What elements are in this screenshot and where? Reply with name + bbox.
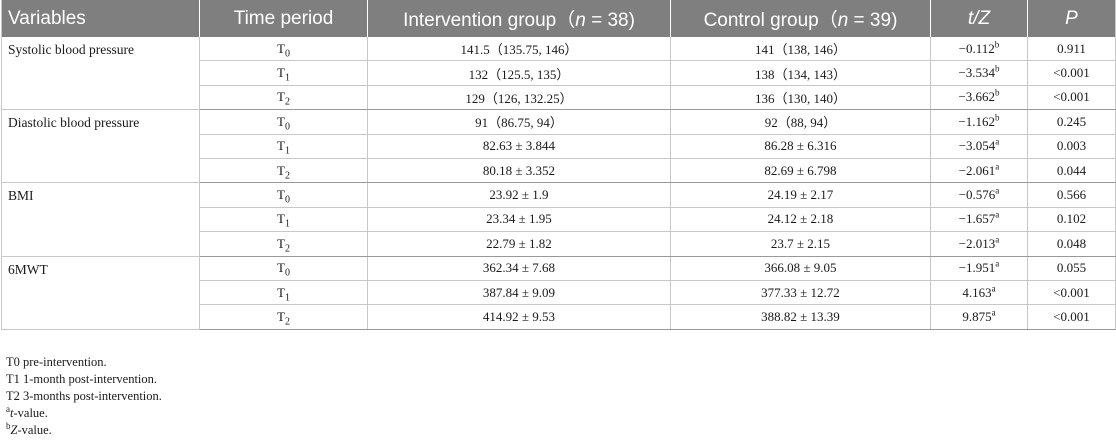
- header-p: P: [1027, 0, 1116, 37]
- table-row: 6MWT T0 362.34 ± 7.68 366.08 ± 9.05 −1.951a 0…: [1, 256, 1116, 330]
- table-row: Systolic blood pressure T0 141.5（135.75, 1…: [1, 37, 1116, 111]
- table-row: Diastolic blood pressure T0 91（86.75, 94） 9…: [1, 109, 1116, 184]
- time-period-cell: T1: [199, 280, 368, 306]
- footnote-t2: T2 3-months post-intervention.: [6, 389, 162, 403]
- intervention-cell: 80.18 ± 3.352: [367, 158, 671, 184]
- control-cell: 136（130, 140）: [670, 85, 931, 111]
- footnote-a: at-value.: [6, 403, 48, 420]
- tz-cell: −3.054a: [930, 134, 1028, 159]
- variable-name: Systolic blood pressure: [1, 37, 200, 111]
- control-cell: 86.28 ± 6.316: [670, 134, 931, 159]
- table-header: Variables Time period Intervention group…: [1, 0, 1116, 37]
- tz-cell: −1.657a: [930, 207, 1028, 233]
- time-period-cell: T1: [199, 207, 368, 233]
- intervention-cell: 91（86.75, 94）: [367, 109, 671, 135]
- control-cell: 138（134, 143）: [670, 60, 931, 86]
- p-cell: <0.001: [1027, 280, 1116, 306]
- table-row: BMI T0 23.92 ± 1.9 24.19 ± 2.17 −0.576a 0.566: [1, 182, 1116, 257]
- intervention-cell: 387.84 ± 9.09: [367, 280, 671, 306]
- control-cell: 82.69 ± 6.798: [670, 158, 931, 184]
- time-period-cell: T2: [199, 158, 368, 184]
- intervention-cell: 362.34 ± 7.68: [367, 256, 671, 281]
- p-cell: 0.911: [1027, 37, 1116, 62]
- table-row: T1 387.84 ± 9.09 377.33 ± 12.72 4.163a <0.00…: [2, 280, 1116, 306]
- p-cell: 0.245: [1027, 109, 1116, 135]
- intervention-cell: 23.92 ± 1.9: [367, 182, 671, 208]
- tz-cell: −1.162b: [930, 109, 1028, 135]
- tz-cell: −2.013a: [930, 231, 1028, 257]
- time-period-cell: T2: [199, 304, 368, 330]
- intervention-cell: 22.79 ± 1.82: [367, 231, 671, 257]
- intervention-cell: 82.63 ± 3.844: [367, 134, 671, 159]
- p-cell: <0.001: [1027, 85, 1116, 111]
- table-row: T1 23.34 ± 1.95 24.12 ± 2.18 −1.657a 0.102: [2, 207, 1116, 233]
- p-cell: 0.044: [1027, 158, 1116, 184]
- time-period-cell: T0: [199, 37, 368, 62]
- p-cell: 0.003: [1027, 134, 1116, 159]
- tz-cell: 9.875a: [930, 304, 1028, 330]
- header-time-period: Time period: [199, 0, 368, 37]
- footnote-t0: T0 pre-intervention.: [6, 355, 107, 369]
- time-period-cell: T0: [199, 109, 368, 135]
- table-row: T1 132（125.5, 135） 138（134, 143） −3.534b <0.…: [2, 60, 1116, 86]
- variable-name: 6MWT: [1, 256, 200, 330]
- p-cell: 0.102: [1027, 207, 1116, 233]
- time-period-cell: T2: [199, 231, 368, 257]
- table-row: T2 80.18 ± 3.352 82.69 ± 6.798 −2.061a 0.044: [2, 158, 1116, 184]
- header-intervention-group: Intervention group（n = 38): [367, 0, 671, 37]
- intervention-cell: 414.92 ± 9.53: [367, 304, 671, 330]
- control-cell: 377.33 ± 12.72: [670, 280, 931, 306]
- p-cell: <0.001: [1027, 60, 1116, 86]
- footnote-b: bZ-value.: [6, 420, 52, 437]
- variable-name: Diastolic blood pressure: [1, 109, 200, 184]
- tz-cell: −1.951a: [930, 256, 1028, 281]
- time-period-cell: T1: [199, 134, 368, 159]
- header-variables: Variables: [1, 0, 200, 37]
- time-period-cell: T0: [199, 256, 368, 281]
- control-cell: 23.7 ± 2.15: [670, 231, 931, 257]
- tz-cell: −2.061a: [930, 158, 1028, 184]
- time-period-cell: T2: [199, 85, 368, 111]
- table-footnotes: T0 pre-intervention. T1 1-month post-int…: [6, 354, 162, 439]
- tz-cell: −3.534b: [930, 60, 1028, 86]
- header-t-z: t/Z: [930, 0, 1028, 37]
- control-cell: 388.82 ± 13.39: [670, 304, 931, 330]
- table-row: T1 82.63 ± 3.844 86.28 ± 6.316 −3.054a 0.003: [2, 134, 1116, 159]
- intervention-cell: 141.5（135.75, 146）: [367, 37, 671, 62]
- p-cell: 0.566: [1027, 182, 1116, 208]
- control-cell: 24.12 ± 2.18: [670, 207, 931, 233]
- p-cell: 0.055: [1027, 256, 1116, 281]
- tz-cell: −0.112b: [930, 37, 1028, 62]
- table-body: Systolic blood pressure T0 141.5（135.75, 1…: [1, 37, 1116, 330]
- control-cell: 141（138, 146）: [670, 37, 931, 62]
- p-cell: <0.001: [1027, 304, 1116, 330]
- footnote-t1: T1 1-month post-intervention.: [6, 372, 158, 386]
- p-cell: 0.048: [1027, 231, 1116, 257]
- control-cell: 366.08 ± 9.05: [670, 256, 931, 281]
- table-row: T2 129（126, 132.25） 136（130, 140） −3.662b <0…: [2, 85, 1116, 111]
- time-period-cell: T0: [199, 182, 368, 208]
- control-cell: 24.19 ± 2.17: [670, 182, 931, 208]
- time-period-cell: T1: [199, 60, 368, 86]
- results-table: Variables Time period Intervention group…: [1, 0, 1116, 330]
- table-row: T2 414.92 ± 9.53 388.82 ± 13.39 9.875a <0.00…: [2, 304, 1116, 330]
- header-control-group: Control group（n = 39): [670, 0, 931, 37]
- intervention-cell: 129（126, 132.25）: [367, 85, 671, 111]
- control-cell: 92（88, 94）: [670, 109, 931, 135]
- table-row: T2 22.79 ± 1.82 23.7 ± 2.15 −2.013a 0.048: [2, 231, 1116, 257]
- tz-cell: 4.163a: [930, 280, 1028, 306]
- intervention-cell: 23.34 ± 1.95: [367, 207, 671, 233]
- tz-cell: −3.662b: [930, 85, 1028, 111]
- intervention-cell: 132（125.5, 135）: [367, 60, 671, 86]
- variable-name: BMI: [1, 182, 200, 257]
- tz-cell: −0.576a: [930, 182, 1028, 208]
